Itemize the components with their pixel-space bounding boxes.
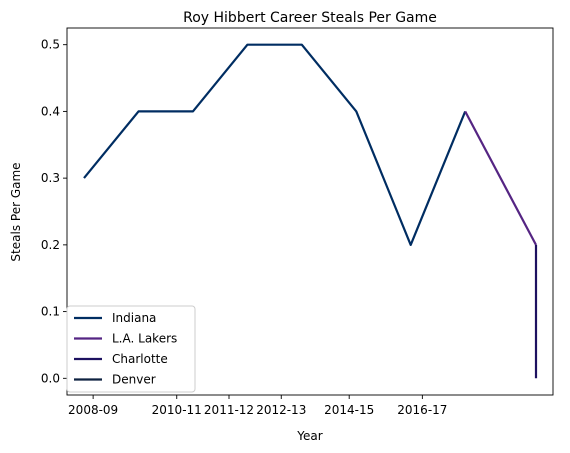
x-tick-label: 2012-13 bbox=[256, 403, 306, 417]
x-tick-label: 2011-12 bbox=[204, 403, 254, 417]
legend-label-charlotte: Charlotte bbox=[112, 352, 168, 366]
y-tick-label: 0.4 bbox=[41, 104, 60, 118]
x-axis: 2008-09 2010-11 2011-12 2012-13 2014-15 2016-… bbox=[68, 395, 447, 417]
y-tick-label: 0.1 bbox=[41, 305, 60, 319]
x-tick-label: 2016-17 bbox=[397, 403, 447, 417]
series-line-l-a-lakers bbox=[465, 111, 536, 245]
y-tick-label: 0.0 bbox=[41, 371, 60, 385]
x-axis-label: Year bbox=[296, 429, 322, 443]
y-axis-label: Steals Per Game bbox=[9, 162, 23, 261]
y-tick-label: 0.5 bbox=[41, 38, 60, 52]
x-tick-label: 2014-15 bbox=[324, 403, 374, 417]
legend-label-denver: Denver bbox=[112, 373, 156, 387]
chart-title: Roy Hibbert Career Steals Per Game bbox=[183, 10, 437, 26]
y-axis: 0.0 0.1 0.2 0.3 0.4 0.5 bbox=[41, 38, 67, 386]
legend: Indiana L.A. Lakers Charlotte Denver bbox=[67, 306, 195, 392]
series-line-indiana bbox=[84, 45, 465, 245]
x-tick-label: 2008-09 bbox=[68, 403, 118, 417]
y-tick-label: 0.2 bbox=[41, 238, 60, 252]
legend-label-indiana: Indiana bbox=[112, 311, 156, 325]
x-tick-label: 2010-11 bbox=[152, 403, 202, 417]
legend-label-l-a-lakers: L.A. Lakers bbox=[112, 332, 177, 346]
y-tick-label: 0.3 bbox=[41, 171, 60, 185]
